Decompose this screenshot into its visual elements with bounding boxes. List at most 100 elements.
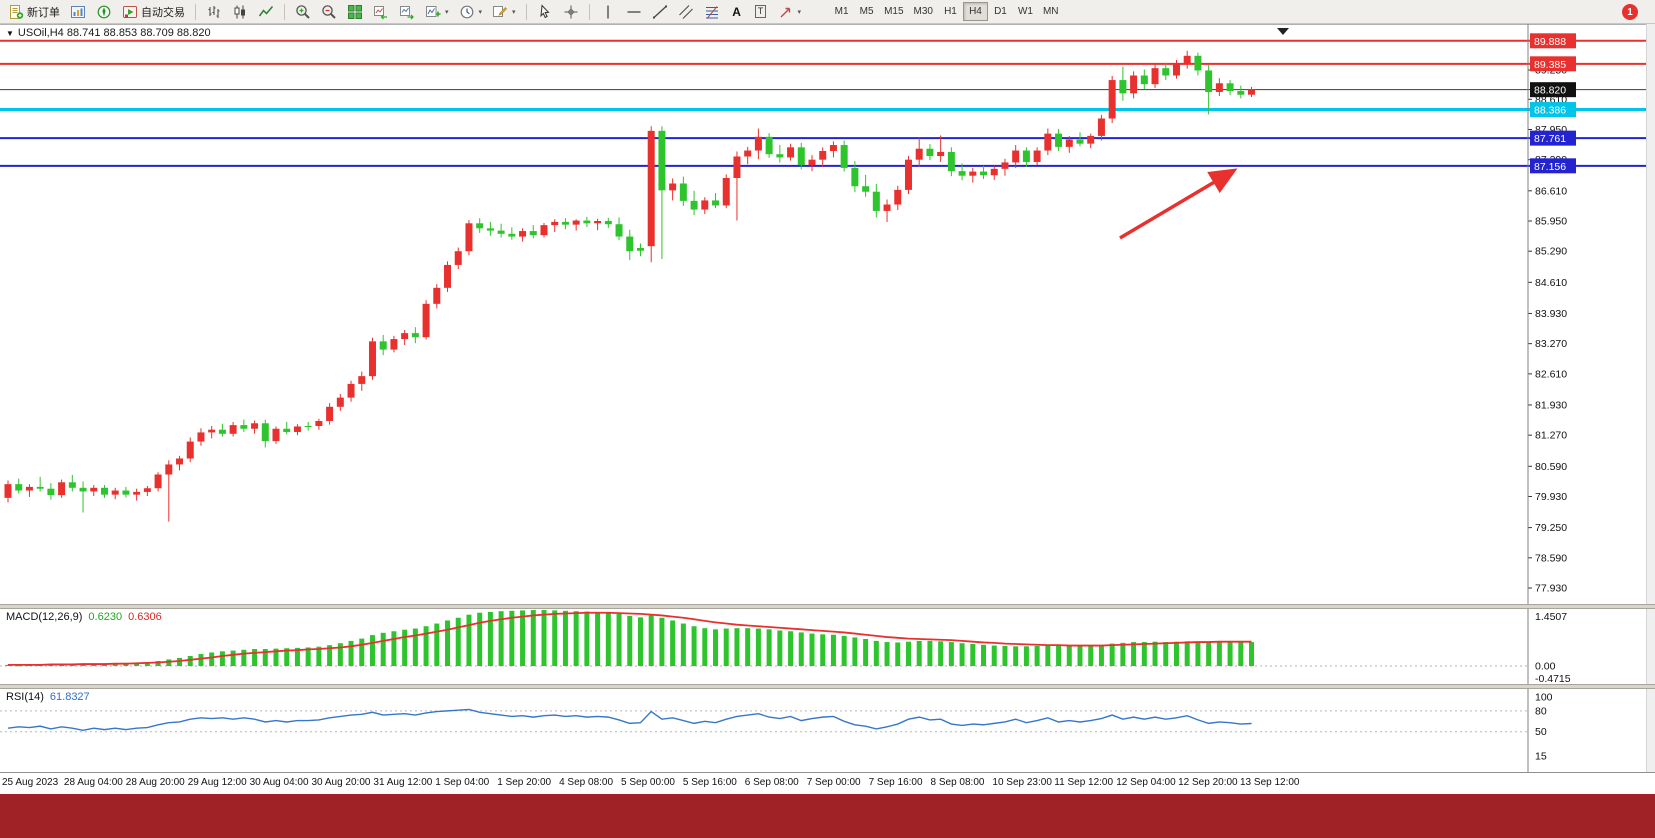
periods-button[interactable]: ▾ <box>455 2 487 22</box>
templates-button[interactable]: ▾ <box>488 2 520 22</box>
horizontal-line-tool-button[interactable] <box>622 2 646 22</box>
candlestick-chart-button[interactable] <box>228 2 252 22</box>
crosshair-button[interactable] <box>559 2 583 22</box>
market-watch-button[interactable] <box>66 2 90 22</box>
caret-down-icon: ▾ <box>478 8 483 16</box>
macd-signal-value: 0.6306 <box>128 611 162 623</box>
time-axis-label: 5 Sep 16:00 <box>682 777 737 788</box>
tab-timeframe-h4[interactable]: H4 <box>962 2 988 21</box>
price-badges: 89.888 89.385 88.820 88.386 87.761 87.156 <box>1530 33 1576 174</box>
chart-shift-button[interactable] <box>395 2 419 22</box>
time-axis-label: 4 Sep 08:00 <box>559 777 614 788</box>
tab-timeframe-d1[interactable]: D1 <box>994 6 1007 17</box>
trend-arrow-annotation <box>1119 168 1238 240</box>
time-axis-label: 29 Aug 12:00 <box>187 777 247 788</box>
time-axis-label: 28 Aug 04:00 <box>63 777 123 788</box>
arrows-tool-button[interactable]: ▾ <box>774 2 806 22</box>
time-axis-label: 10 Sep 23:00 <box>992 777 1052 788</box>
collapse-triangle-icon[interactable]: ▼ <box>6 28 14 38</box>
svg-text:77.930: 77.930 <box>1535 583 1567 595</box>
trendline-tool-button[interactable] <box>648 2 672 22</box>
tab-timeframe-w1[interactable]: W1 <box>1017 6 1033 17</box>
new-order-button[interactable]: 新订单 <box>4 2 64 22</box>
zoom-in-button[interactable] <box>291 2 315 22</box>
tab-timeframe-m5[interactable]: M5 <box>859 6 874 17</box>
chart-title-bar: ▼ USOil,H4 88.741 88.853 88.709 88.820 <box>6 27 211 39</box>
tab-timeframe-m15[interactable]: M15 <box>884 6 904 17</box>
new-order-icon <box>10 4 24 19</box>
tab-timeframe-m30[interactable]: M30 <box>913 6 933 17</box>
svg-text:50: 50 <box>1535 726 1547 738</box>
rsi-label: RSI(14) <box>6 691 44 703</box>
trendline-icon <box>652 5 667 18</box>
channel-tool-button[interactable] <box>674 2 698 22</box>
svg-text:89.888: 89.888 <box>1534 36 1566 48</box>
time-axis-label: 5 Sep 00:00 <box>621 777 675 788</box>
autotrade-label: 自动交易 <box>141 6 185 19</box>
time-axis-label: 8 Sep 08:00 <box>930 777 985 788</box>
tab-timeframe-h1[interactable]: H1 <box>944 6 957 17</box>
autotrade-button[interactable]: 自动交易 <box>118 2 189 22</box>
vertical-scrollbar[interactable] <box>1646 24 1655 794</box>
tile-windows-icon <box>348 4 362 19</box>
time-axis-label: 12 Sep 04:00 <box>1116 777 1176 788</box>
rsi-line <box>7 708 1252 732</box>
tab-timeframe-mn[interactable]: MN <box>1042 6 1059 17</box>
svg-text:89.385: 89.385 <box>1534 59 1566 71</box>
svg-text:87.156: 87.156 <box>1534 161 1566 173</box>
svg-text:86.610: 86.610 <box>1535 185 1567 197</box>
macd-histogram <box>5 610 1255 667</box>
svg-text:83.930: 83.930 <box>1535 308 1567 320</box>
label-tool-button[interactable]: T <box>750 2 772 22</box>
svg-text:0.00: 0.00 <box>1535 661 1556 673</box>
macd-panel[interactable]: 1.4507 0.00-0.4715 <box>0 609 1655 684</box>
rsi-panel-divider[interactable] <box>0 684 1655 689</box>
macd-label: MACD(12,26,9) <box>6 611 83 623</box>
caret-down-icon: ▾ <box>797 8 802 16</box>
indicators-button[interactable]: ▾ <box>421 2 453 22</box>
svg-text:79.250: 79.250 <box>1535 522 1567 534</box>
toolbar-separator <box>525 3 527 20</box>
level-lines <box>0 39 1655 167</box>
time-axis[interactable]: 25 Aug 2023 28 Aug 04:00 28 Aug 20:00 29 Au… <box>0 772 1655 794</box>
templates-icon <box>493 5 508 17</box>
main-chart[interactable]: 89.25088.61087.95087.29086.61085.95085.2… <box>0 24 1655 604</box>
label-tool-label: T <box>754 5 767 18</box>
candles-layer <box>4 50 1256 522</box>
svg-text:1.4507: 1.4507 <box>1535 611 1567 623</box>
navigator-button[interactable] <box>92 2 116 22</box>
svg-text:15: 15 <box>1535 750 1547 762</box>
text-tool-button[interactable]: A <box>726 2 748 22</box>
tile-windows-button[interactable] <box>343 2 367 22</box>
cursor-button[interactable] <box>533 2 557 22</box>
toolbar-separator <box>195 3 196 20</box>
arrows-tool-icon <box>780 7 790 17</box>
macd-panel-divider[interactable] <box>0 604 1655 609</box>
svg-text:78.590: 78.590 <box>1535 552 1567 564</box>
toolbar-separator <box>588 3 590 20</box>
notification-badge[interactable]: 1 <box>1622 4 1638 20</box>
zoom-in-icon <box>296 4 310 19</box>
line-chart-button[interactable] <box>254 2 278 22</box>
svg-text:85.950: 85.950 <box>1535 216 1567 228</box>
time-axis-label: 25 Aug 2023 <box>2 777 59 788</box>
svg-text:88.820: 88.820 <box>1534 85 1566 97</box>
tab-timeframe-m1[interactable]: M1 <box>834 6 849 17</box>
bar-chart-button[interactable] <box>202 2 226 22</box>
caret-down-icon: ▾ <box>445 8 449 16</box>
caret-down-icon: ▾ <box>512 8 516 16</box>
autoscroll-button[interactable] <box>369 2 393 22</box>
zoom-out-button[interactable] <box>317 2 341 22</box>
fibonacci-tool-button[interactable] <box>700 2 724 22</box>
macd-signal-line <box>8 611 1252 666</box>
periods-icon <box>460 5 473 18</box>
market-watch-icon <box>71 5 85 18</box>
toolbar-separator <box>284 3 285 20</box>
macd-main-value: 0.6230 <box>88 611 123 623</box>
svg-text:84.610: 84.610 <box>1535 277 1567 289</box>
time-axis-label: 31 Aug 12:00 <box>373 777 433 788</box>
vertical-line-tool-button[interactable] <box>596 2 620 22</box>
channel-icon <box>678 4 693 19</box>
